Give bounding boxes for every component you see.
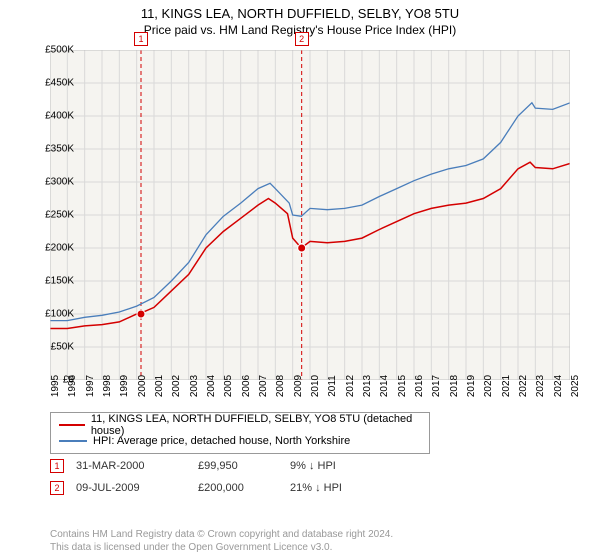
x-tick-label: 2024 — [553, 375, 564, 397]
x-tick-label: 2023 — [535, 375, 546, 397]
y-tick-label: £350K — [45, 144, 74, 155]
chart-svg — [50, 50, 570, 380]
x-tick-label: 2018 — [449, 375, 460, 397]
y-tick-label: £50K — [51, 342, 74, 353]
x-tick-label: 2014 — [379, 375, 390, 397]
x-tick-label: 2002 — [171, 375, 182, 397]
y-tick-label: £400K — [45, 111, 74, 122]
x-tick-label: 2025 — [570, 375, 581, 397]
attribution-line2: This data is licensed under the Open Gov… — [50, 541, 393, 554]
x-tick-label: 2003 — [189, 375, 200, 397]
legend-swatch — [59, 440, 87, 442]
legend-label: 11, KINGS LEA, NORTH DUFFIELD, SELBY, YO… — [91, 413, 421, 437]
legend: 11, KINGS LEA, NORTH DUFFIELD, SELBY, YO… — [50, 412, 430, 454]
x-tick-label: 1995 — [50, 375, 61, 397]
y-tick-label: £300K — [45, 177, 74, 188]
y-tick-label: £450K — [45, 78, 74, 89]
legend-label: HPI: Average price, detached house, Nort… — [93, 435, 350, 447]
x-tick-label: 2017 — [431, 375, 442, 397]
x-tick-label: 1996 — [67, 375, 78, 397]
x-tick-label: 2016 — [414, 375, 425, 397]
x-tick-label: 2012 — [345, 375, 356, 397]
x-tick-label: 2021 — [501, 375, 512, 397]
attribution-line1: Contains HM Land Registry data © Crown c… — [50, 528, 393, 541]
y-tick-label: £200K — [45, 243, 74, 254]
x-tick-label: 2001 — [154, 375, 165, 397]
x-tick-label: 2007 — [258, 375, 269, 397]
x-tick-label: 2013 — [362, 375, 373, 397]
y-tick-label: £150K — [45, 276, 74, 287]
x-tick-label: 2008 — [275, 375, 286, 397]
x-tick-label: 1999 — [119, 375, 130, 397]
chart-title: 11, KINGS LEA, NORTH DUFFIELD, SELBY, YO… — [0, 6, 600, 21]
sale-rel-hpi: 9% ↓ HPI — [290, 460, 390, 472]
x-tick-label: 2000 — [137, 375, 148, 397]
x-tick-label: 2022 — [518, 375, 529, 397]
sale-marker-icon: 2 — [50, 481, 64, 495]
y-tick-label: £100K — [45, 309, 74, 320]
x-tick-label: 2011 — [327, 375, 338, 397]
sale-date: 31-MAR-2000 — [76, 460, 186, 472]
x-tick-label: 1998 — [102, 375, 113, 397]
sale-price: £99,950 — [198, 460, 278, 472]
sale-row: 1 31-MAR-2000 £99,950 9% ↓ HPI — [50, 455, 390, 477]
chart-area — [50, 50, 570, 380]
attribution: Contains HM Land Registry data © Crown c… — [50, 528, 393, 554]
y-tick-label: £500K — [45, 45, 74, 56]
x-tick-label: 2015 — [397, 375, 408, 397]
sale-date: 09-JUL-2009 — [76, 482, 186, 494]
x-tick-label: 1997 — [85, 375, 96, 397]
x-tick-label: 2019 — [466, 375, 477, 397]
x-tick-label: 2005 — [223, 375, 234, 397]
chart-container: 11, KINGS LEA, NORTH DUFFIELD, SELBY, YO… — [0, 0, 600, 560]
sale-price: £200,000 — [198, 482, 278, 494]
x-tick-label: 2006 — [241, 375, 252, 397]
x-tick-label: 2009 — [293, 375, 304, 397]
x-tick-label: 2020 — [483, 375, 494, 397]
sale-rel-hpi: 21% ↓ HPI — [290, 482, 390, 494]
x-tick-label: 2010 — [310, 375, 321, 397]
legend-row: 11, KINGS LEA, NORTH DUFFIELD, SELBY, YO… — [59, 417, 421, 433]
sale-marker-flag: 1 — [134, 32, 148, 46]
sale-row: 2 09-JUL-2009 £200,000 21% ↓ HPI — [50, 477, 390, 499]
legend-swatch — [59, 424, 85, 426]
sales-table: 1 31-MAR-2000 £99,950 9% ↓ HPI 2 09-JUL-2009 £… — [50, 455, 390, 499]
sale-marker-flag: 2 — [295, 32, 309, 46]
sale-marker-icon: 1 — [50, 459, 64, 473]
x-tick-label: 2004 — [206, 375, 217, 397]
y-tick-label: £250K — [45, 210, 74, 221]
